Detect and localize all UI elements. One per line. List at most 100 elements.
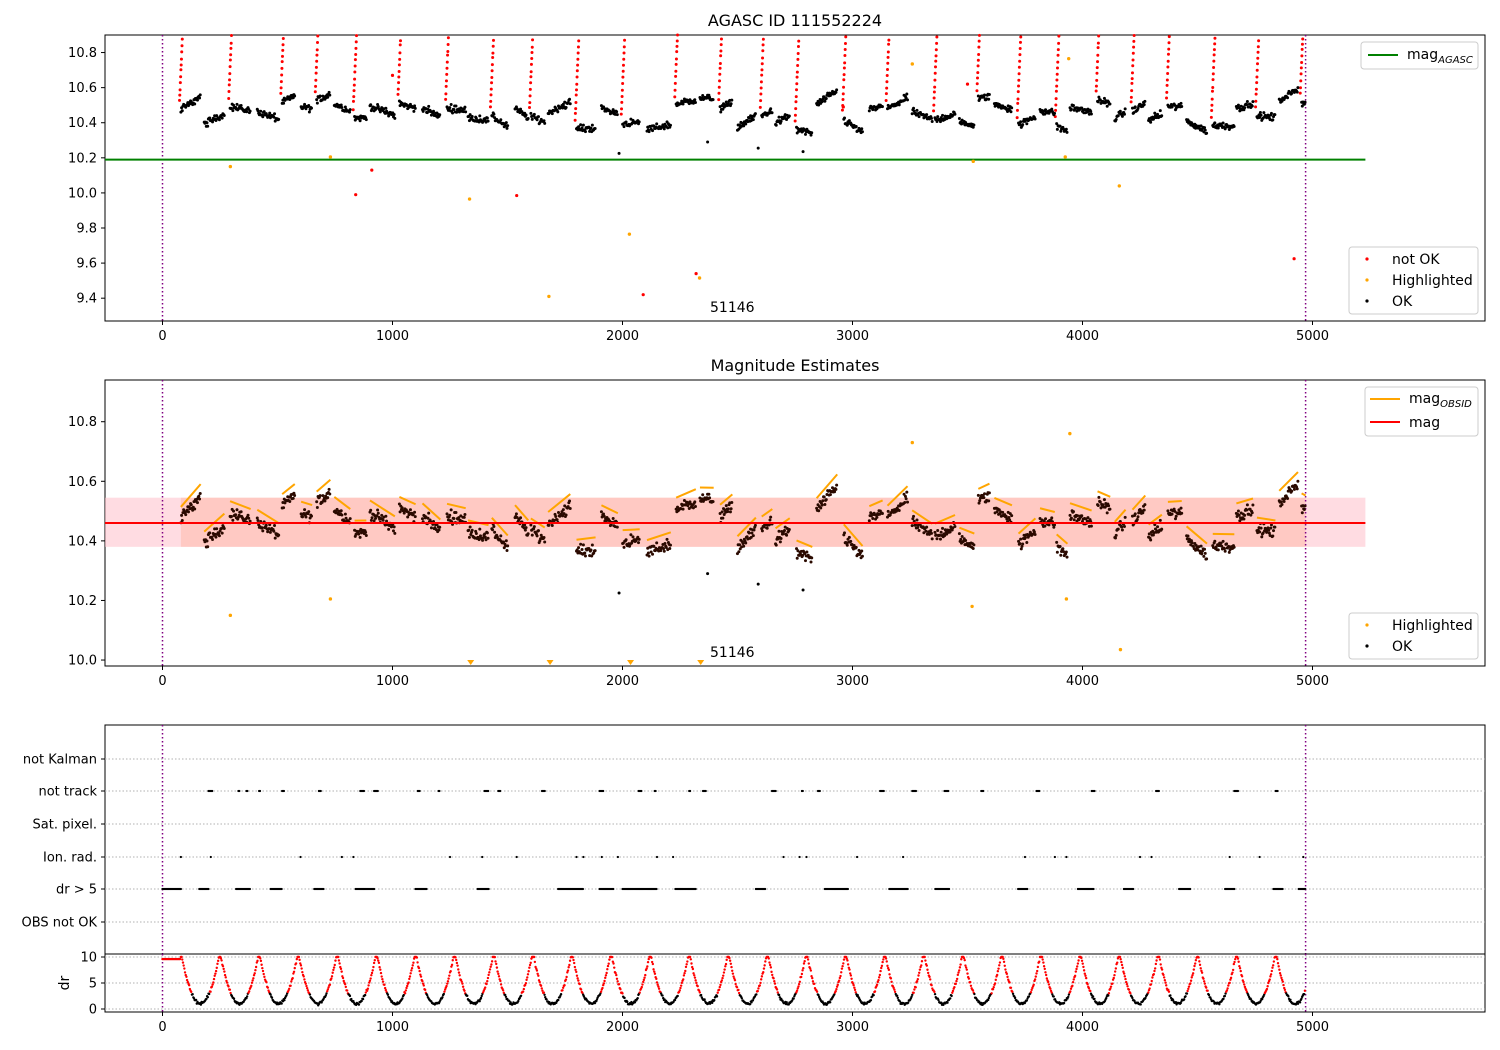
not-track-point (376, 789, 379, 793)
dr-point (1083, 972, 1087, 975)
ok-point (1156, 525, 1160, 529)
ok-point (198, 96, 202, 100)
ok-point (432, 109, 436, 113)
not-ok-point (575, 88, 578, 92)
not-ok-point (718, 72, 722, 76)
ok-point (542, 119, 546, 123)
dr-point (381, 980, 385, 983)
ok-point (957, 532, 961, 536)
ok-point (1061, 547, 1065, 551)
ok-point (903, 494, 907, 498)
ok-point (854, 545, 858, 549)
dr-xtick-label-5: 5000 (1296, 1020, 1329, 1035)
ok-point (1271, 534, 1275, 538)
ok-point (617, 591, 621, 595)
p2-xtick-label-0: 0 (158, 674, 166, 689)
dr-point (448, 974, 451, 977)
ok-point (938, 537, 942, 541)
ok-point (1223, 127, 1227, 131)
not-ok-point (1129, 95, 1133, 99)
ok-point (820, 503, 824, 507)
ok-point (370, 516, 374, 520)
ok-point (392, 525, 396, 529)
dr-point (461, 982, 464, 985)
ok-point (328, 492, 332, 496)
ok-point (1009, 110, 1013, 114)
dr-point (1091, 995, 1095, 998)
ok-point (1069, 107, 1073, 111)
dr-point (724, 965, 727, 968)
dr-point (636, 996, 639, 1000)
ok-point (1245, 503, 1249, 507)
not-ok-point (934, 54, 938, 58)
ok-point (708, 95, 712, 99)
not-ok-point (622, 51, 626, 55)
ok-point (1069, 516, 1073, 520)
not-ok-point (885, 80, 889, 84)
ok-point (376, 104, 380, 108)
dr-point (283, 998, 286, 1002)
ok-point (232, 509, 236, 513)
ok-point (1259, 113, 1263, 117)
not-ok-point (1292, 257, 1296, 261)
dr-point (571, 956, 575, 959)
not-ok-point (445, 72, 449, 76)
ok-point (358, 535, 362, 539)
dr-point (1087, 987, 1091, 990)
dr-point (295, 957, 299, 961)
mag-obsid-segment (547, 493, 571, 513)
ok-point (180, 109, 184, 113)
dr-point (647, 957, 650, 961)
ok-point (568, 507, 572, 511)
dr-point (954, 982, 957, 986)
ok-point (1107, 504, 1111, 508)
dr-point (223, 973, 227, 977)
dr-point (205, 997, 208, 1001)
dr-point (645, 967, 648, 970)
ok-point (463, 512, 467, 516)
dr-point (1027, 995, 1031, 998)
not-ok-point (315, 53, 319, 57)
not-track-point (246, 789, 249, 793)
ok-point (468, 525, 472, 529)
dr-point (1045, 977, 1049, 980)
dr-point (996, 970, 1000, 973)
mag-obsid-segment (843, 523, 864, 547)
dr-point (299, 964, 303, 967)
not-ok-point (794, 95, 798, 99)
dr-point (839, 974, 842, 978)
ok-point (524, 526, 528, 530)
dr-point (872, 993, 875, 997)
ok-point (483, 535, 487, 539)
ok-point (180, 513, 184, 517)
not-ok-point (1254, 87, 1258, 91)
mag-obsid-segment (977, 482, 990, 490)
dr-point (1073, 974, 1077, 978)
dr-point (461, 985, 465, 988)
ok-point (978, 499, 982, 503)
ok-point (1242, 517, 1246, 521)
dr-point (711, 1001, 714, 1005)
ok-point (1269, 526, 1273, 530)
dr5-point (487, 887, 490, 891)
not-ok-point (227, 96, 231, 100)
dr-point (759, 978, 763, 981)
dr-point (1072, 978, 1075, 981)
dr-point (422, 984, 425, 987)
legend-highlighted-marker (1365, 278, 1369, 282)
ok-point (246, 513, 250, 517)
dr-point (696, 984, 699, 988)
ok-point (220, 116, 224, 120)
dr-point (892, 986, 895, 990)
ok-point (1096, 503, 1100, 507)
ok-point (530, 117, 534, 121)
ok-point (749, 535, 753, 539)
ok-point (1243, 513, 1247, 517)
dr-point (1069, 987, 1073, 990)
not-ok-point (1054, 97, 1058, 101)
ok-point (369, 518, 373, 522)
dr-point (962, 956, 966, 960)
